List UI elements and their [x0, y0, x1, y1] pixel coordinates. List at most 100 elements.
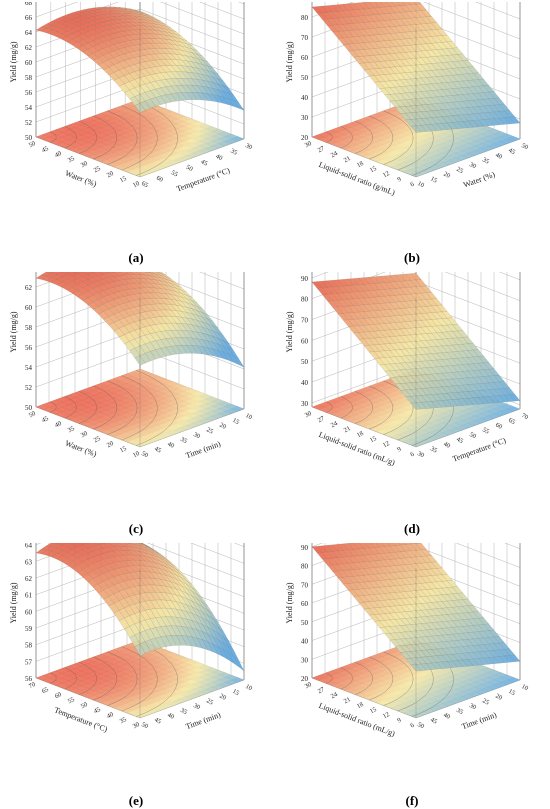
panel-caption: (f): [382, 793, 442, 809]
x-tick-label: 15: [119, 175, 128, 184]
panel-caption-text: (b): [404, 250, 420, 265]
x-tick-label: 21: [343, 425, 352, 434]
contour-line: [340, 396, 353, 419]
z-axis-label: Yield (mg/g): [9, 311, 18, 352]
y-tick-label: 50: [140, 450, 149, 459]
surface-plot-e: 56575859606162636465Yield (mg/g)70656055…: [9, 543, 253, 734]
y-tick-label: 30: [468, 161, 477, 170]
x-tick-label: 30: [80, 430, 89, 439]
x-tick-label: 50: [28, 410, 37, 419]
y-tick-label: 30: [468, 702, 477, 711]
y-tick-label: 30: [416, 450, 425, 459]
response-surface: [35, 6, 245, 113]
z-tick-label: 50: [25, 404, 33, 412]
y-axis-label: Time (min): [185, 439, 223, 460]
y-tick-label: 45: [429, 716, 438, 725]
z-tick-label: 62: [25, 284, 33, 292]
y-tick-label: 20: [442, 171, 451, 180]
contour-line: [354, 121, 373, 154]
y-tick-label: 35: [481, 156, 490, 165]
z-tick-label: 80: [301, 296, 309, 304]
y-tick-label: 60: [494, 422, 503, 431]
x-tick-label: 65: [41, 686, 50, 695]
contour-line: [93, 115, 118, 160]
y-tick-label: 65: [140, 180, 149, 189]
x-tick-label: 24: [330, 150, 340, 160]
y-tick-label: 50: [468, 431, 477, 440]
y-tick-label: 50: [185, 164, 194, 173]
x-tick-label: 21: [343, 696, 352, 705]
contour-line: [136, 641, 178, 717]
z-tick-label: 58: [25, 74, 33, 82]
x-tick-label: 9: [396, 446, 402, 454]
z-tick-label: 56: [25, 675, 33, 683]
z-tick-label: 64: [25, 543, 33, 550]
contour-line: [107, 380, 138, 435]
y-tick-label: 40: [494, 152, 503, 161]
x-tick-label: 27: [317, 415, 327, 425]
z-tick-label: 30: [301, 400, 309, 408]
z-tick-label: 64: [25, 29, 33, 37]
y-tick-label: 50: [416, 721, 425, 730]
contour-line: [354, 391, 373, 424]
x-tick-label: 9: [396, 717, 402, 725]
contour-line: [136, 100, 178, 176]
z-gridline: [35, 2, 245, 20]
x-tick-label: 60: [54, 691, 63, 700]
y-tick-label: 30: [192, 702, 201, 711]
surface-plot-f: 2030405060708090100Yield (mg/g)302724211…: [285, 543, 529, 738]
y-tick-label: 15: [507, 688, 516, 697]
contour-floor: [311, 639, 521, 719]
contour-line: [136, 370, 178, 446]
x-tick-label: 6: [409, 450, 416, 458]
z-tick-label: 52: [25, 384, 33, 392]
x-tick-label: 10: [132, 180, 141, 189]
z-tick-label: 54: [25, 104, 33, 112]
contour-line: [64, 126, 77, 149]
z-tick-label: 80: [301, 14, 309, 22]
z-tick-label: 50: [301, 74, 309, 82]
z-tick-label: 20: [301, 134, 309, 142]
contour-line: [64, 396, 77, 419]
z-tick-label: 68: [25, 2, 33, 7]
x-tick-label: 15: [369, 165, 378, 174]
surface-plot-c: 5052545658606264Yield (mg/g)504540353025…: [9, 272, 253, 460]
panel-f: 2030405060708090100Yield (mg/g)302724211…: [282, 543, 544, 781]
y-tick-label: 60: [155, 175, 164, 184]
z-tick-label: 40: [301, 638, 309, 646]
z-axis-label: Yield (mg/g): [9, 41, 18, 82]
contour-line: [383, 110, 414, 165]
panel-caption-text: (f): [405, 793, 419, 808]
y-tick-label: 45: [153, 716, 162, 725]
x-tick-label: 50: [28, 140, 37, 149]
y-tick-label: 40: [214, 153, 223, 162]
z-tick-label: 61: [25, 592, 33, 600]
z-tick-label: 50: [25, 134, 33, 142]
z-tick-label: 66: [25, 14, 33, 22]
contour-line: [121, 646, 158, 712]
y-axis-label: Time (min): [461, 710, 499, 731]
contour-line: [326, 401, 333, 413]
y-tick-label: 10: [520, 683, 529, 692]
x-tick-label: 6: [409, 721, 416, 729]
x-tick-label: 35: [67, 425, 76, 434]
panel-e: 56575859606162636465Yield (mg/g)70656055…: [6, 543, 268, 781]
panel-caption: (d): [382, 521, 442, 537]
panel-c: 5052545658606264Yield (mg/g)504540353025…: [6, 272, 268, 510]
z-tick-label: 56: [25, 89, 33, 97]
panel-caption-text: (a): [128, 250, 144, 265]
x-tick-label: 30: [304, 681, 313, 690]
z-tick-label: 56: [25, 344, 33, 352]
x-tick-label: 10: [132, 450, 141, 459]
contour-line: [340, 126, 353, 149]
z-tick-label: 54: [25, 364, 33, 372]
x-tick-label: 27: [317, 686, 327, 696]
response-surface: [311, 2, 521, 133]
y-tick-label: 10: [416, 180, 425, 189]
z-tick-label: 62: [25, 44, 33, 52]
response-surface: [35, 272, 245, 368]
y-axis-label: Water (%): [462, 170, 496, 190]
y-tick-label: 35: [429, 445, 438, 454]
